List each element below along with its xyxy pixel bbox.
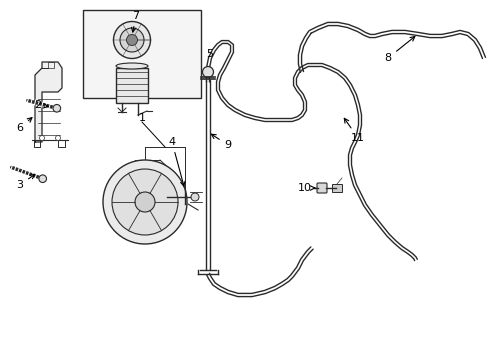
Circle shape xyxy=(55,135,61,140)
Text: 9: 9 xyxy=(211,134,231,150)
Ellipse shape xyxy=(116,63,148,69)
Text: 8: 8 xyxy=(384,36,414,63)
Circle shape xyxy=(112,169,178,235)
Text: 10: 10 xyxy=(297,183,314,193)
Circle shape xyxy=(103,160,186,244)
Text: 4: 4 xyxy=(168,137,184,186)
Circle shape xyxy=(113,22,150,58)
Text: 1: 1 xyxy=(138,113,145,123)
Bar xyxy=(116,68,148,103)
Bar xyxy=(331,184,341,192)
Circle shape xyxy=(202,67,213,77)
Text: 3: 3 xyxy=(17,174,35,190)
Circle shape xyxy=(40,135,44,140)
Circle shape xyxy=(135,192,155,212)
Circle shape xyxy=(39,175,46,183)
Bar xyxy=(83,10,201,98)
Text: 11: 11 xyxy=(344,118,364,143)
Text: 5: 5 xyxy=(205,49,213,59)
Circle shape xyxy=(126,35,137,45)
Polygon shape xyxy=(35,62,62,142)
Text: 2: 2 xyxy=(34,100,48,110)
FancyBboxPatch shape xyxy=(316,183,326,193)
Circle shape xyxy=(120,28,143,52)
Text: 7: 7 xyxy=(131,11,139,32)
Circle shape xyxy=(53,104,61,112)
Text: 6: 6 xyxy=(17,118,32,133)
Circle shape xyxy=(191,193,199,201)
